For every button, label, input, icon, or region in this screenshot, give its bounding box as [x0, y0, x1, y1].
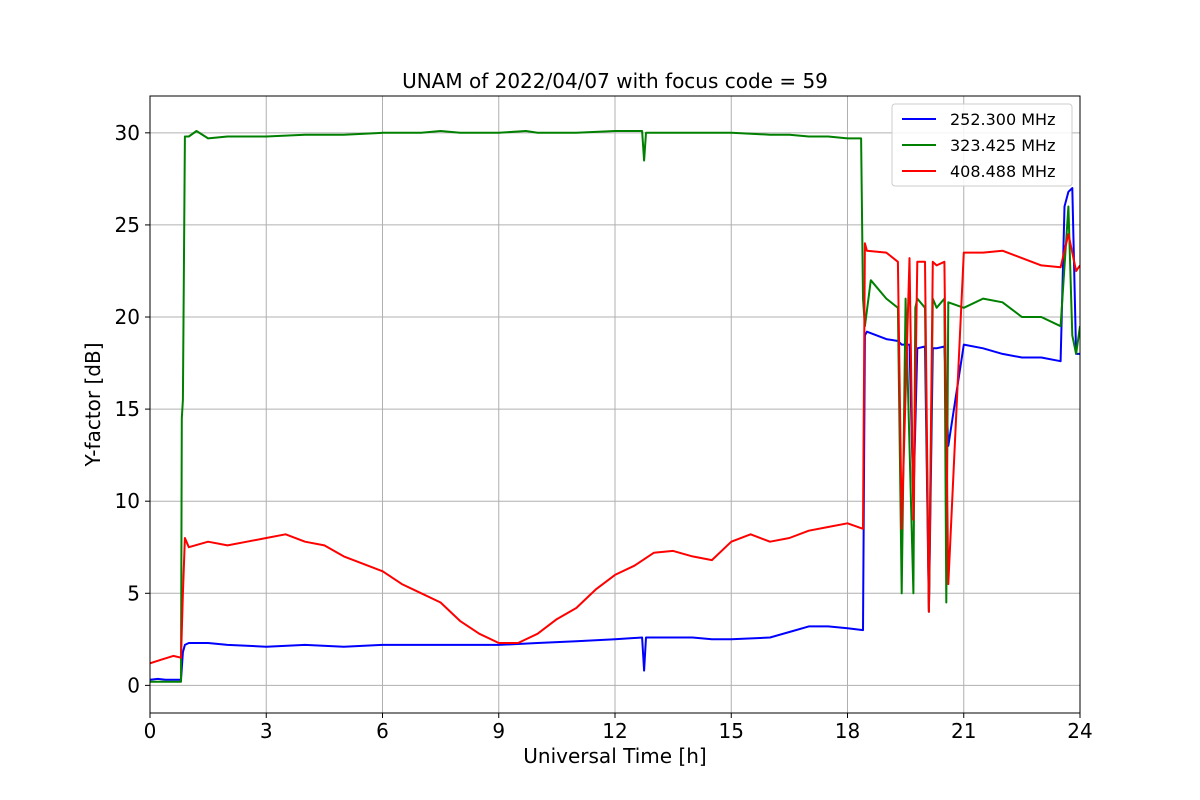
series-line-1	[150, 187, 1080, 681]
y-tick-label: 25	[115, 213, 140, 237]
y-tick-label: 5	[127, 581, 140, 605]
y-tick-label: 30	[115, 121, 140, 145]
series-line-3	[150, 233, 1080, 665]
legend-box	[891, 103, 1073, 187]
y-tick-label: 10	[115, 489, 140, 513]
legend-label: 323.425 MHz	[950, 136, 1055, 155]
x-tick-label: 15	[719, 719, 744, 743]
x-axis-label: Universal Time [h]	[523, 744, 706, 768]
legend: 252.300 MHz 323.425 MHz 408.488 MHz	[891, 103, 1073, 187]
x-tick-label: 21	[951, 719, 976, 743]
x-tick-label: 6	[376, 719, 389, 743]
legend-label: 408.488 MHz	[950, 162, 1055, 181]
y-axis-label: Y-factor [dB]	[81, 342, 105, 467]
x-tick-label: 0	[144, 719, 157, 743]
y-tick-label: 20	[115, 305, 140, 329]
x-tick-label: 9	[492, 719, 505, 743]
ticks: 0 3 6 9 12 15 18 21 24 0 5 10 15 20 25 30	[115, 121, 1093, 743]
x-tick-label: 24	[1067, 719, 1092, 743]
x-tick-label: 3	[260, 719, 273, 743]
y-tick-label: 15	[115, 397, 140, 421]
plot-area	[150, 130, 1080, 683]
chart-title: UNAM of 2022/04/07 with focus code = 59	[402, 69, 828, 93]
series-line-2	[150, 130, 1080, 683]
legend-label: 252.300 MHz	[950, 110, 1055, 129]
x-tick-label: 18	[835, 719, 860, 743]
y-tick-label: 0	[127, 673, 140, 697]
x-tick-label: 12	[602, 719, 627, 743]
